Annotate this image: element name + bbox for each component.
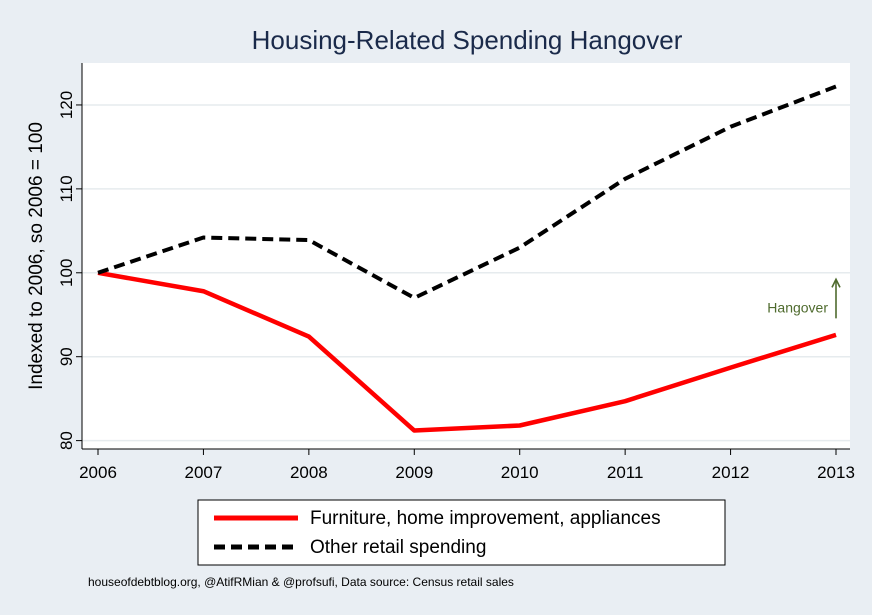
y-tick-label: 100	[57, 259, 76, 287]
x-tick-label: 2007	[185, 463, 223, 482]
series-layer	[97, 84, 837, 433]
x-tick-label: 2010	[501, 463, 539, 482]
x-tick-label: 2011	[607, 463, 644, 482]
plot-area	[82, 63, 850, 449]
x-tick-label: 2009	[395, 463, 433, 482]
legend-box	[197, 499, 726, 566]
x-tick-label: 2006	[79, 463, 117, 482]
legend-label-furniture: Furniture, home improvement, appliances	[310, 508, 661, 529]
y-tick-label: 90	[57, 347, 76, 366]
source-note: houseofdebtblog.org, @AtifRMian & @profs…	[88, 575, 514, 589]
chart-title: Housing-Related Spending Hangover	[252, 25, 683, 55]
legend-label-other-retail: Other retail spending	[310, 537, 486, 558]
x-tick-label: 2012	[712, 463, 750, 482]
hangover-arrow-head-icon	[831, 277, 841, 288]
hangover-annotation: Hangover	[767, 277, 841, 319]
x-tick-label: 2008	[290, 463, 328, 482]
y-axis-label: Indexed to 2006, so 2006 = 100	[26, 122, 47, 390]
hangover-annotation-text: Hangover	[767, 299, 828, 315]
series-line-furniture	[97, 270, 837, 433]
y-tick-label: 110	[57, 175, 76, 202]
y-tick-label: 120	[57, 91, 76, 119]
x-axis: 2006 2007 2008 2009 2010 2011 2012 2013	[79, 448, 855, 482]
y-tick-label: 80	[57, 431, 76, 450]
legend: Furniture, home improvement, appliances …	[197, 499, 726, 566]
y-axis: 80 90 100 110 120	[57, 63, 83, 450]
x-tick-label: 2013	[817, 463, 855, 482]
series-line-other-retail	[97, 84, 837, 300]
